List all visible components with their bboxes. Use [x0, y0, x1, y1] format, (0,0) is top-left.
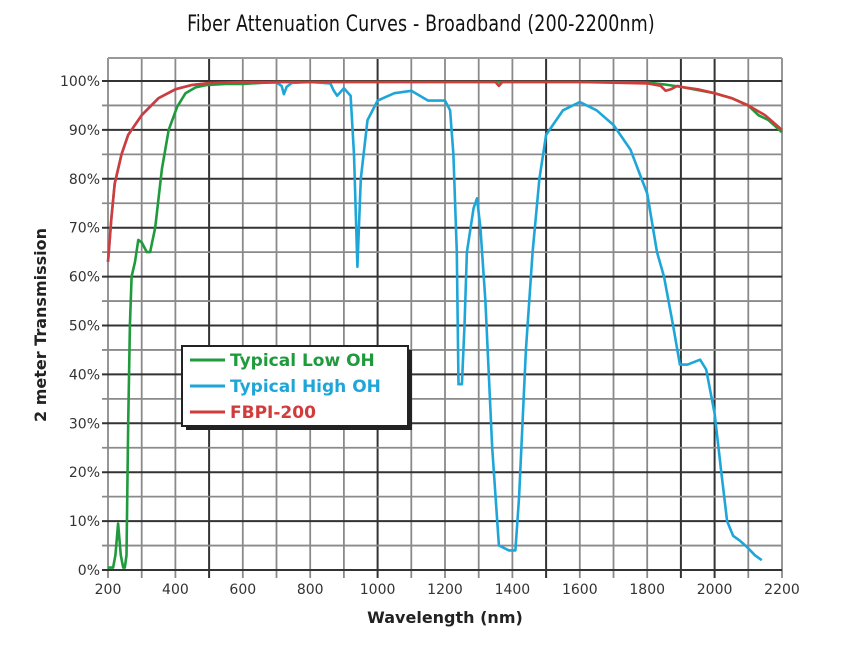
- series-line-typical-high-oh: [106, 80, 763, 562]
- series-lines: [106, 80, 783, 569]
- y-tick-label: 50%: [69, 319, 100, 335]
- y-tick-label: 100%: [60, 74, 100, 90]
- x-tick-label: 600: [229, 582, 256, 598]
- x-tick-label: 1400: [495, 582, 531, 598]
- legend-label: Typical Low OH: [230, 351, 375, 371]
- y-tick-label: 10%: [69, 514, 100, 530]
- x-axis-ticks: 200 400 600 800 1000 1200 1400 1600 1800 2000 2200: [95, 582, 800, 598]
- y-tick-label: 60%: [69, 270, 100, 286]
- x-tick-label: 1200: [427, 582, 463, 598]
- grid: [102, 57, 783, 578]
- x-tick-label: 2000: [697, 582, 733, 598]
- x-tick-label: 1000: [360, 582, 396, 598]
- series-line-fbpi-200: [106, 80, 783, 263]
- x-tick-label: 2200: [764, 582, 800, 598]
- series-line-typical-low-oh: [108, 80, 783, 569]
- y-tick-label: 40%: [69, 367, 100, 383]
- x-tick-label: 1600: [562, 582, 598, 598]
- chart-title: Fiber Attenuation Curves - Broadband (20…: [187, 12, 655, 37]
- x-tick-label: 200: [95, 582, 122, 598]
- x-tick-label: 800: [297, 582, 324, 598]
- x-axis-label: Wavelength (nm): [367, 608, 523, 627]
- legend: Typical Low OH Typical High OH FBPI-200: [181, 345, 412, 430]
- y-tick-label: 0%: [78, 563, 100, 579]
- y-tick-label: 80%: [69, 172, 100, 188]
- y-tick-label: 20%: [69, 465, 100, 481]
- y-axis-label: 2 meter Transmission: [31, 228, 50, 422]
- y-tick-label: 90%: [69, 123, 100, 139]
- legend-label: FBPI-200: [230, 403, 316, 423]
- y-tick-label: 70%: [69, 221, 100, 237]
- y-axis-ticks: 0% 10% 20% 30% 40% 50% 60% 70% 80% 90% 100%: [60, 74, 100, 579]
- y-tick-label: 30%: [69, 416, 100, 432]
- x-tick-label: 400: [162, 582, 189, 598]
- x-tick-label: 1800: [629, 582, 665, 598]
- legend-label: Typical High OH: [230, 377, 381, 397]
